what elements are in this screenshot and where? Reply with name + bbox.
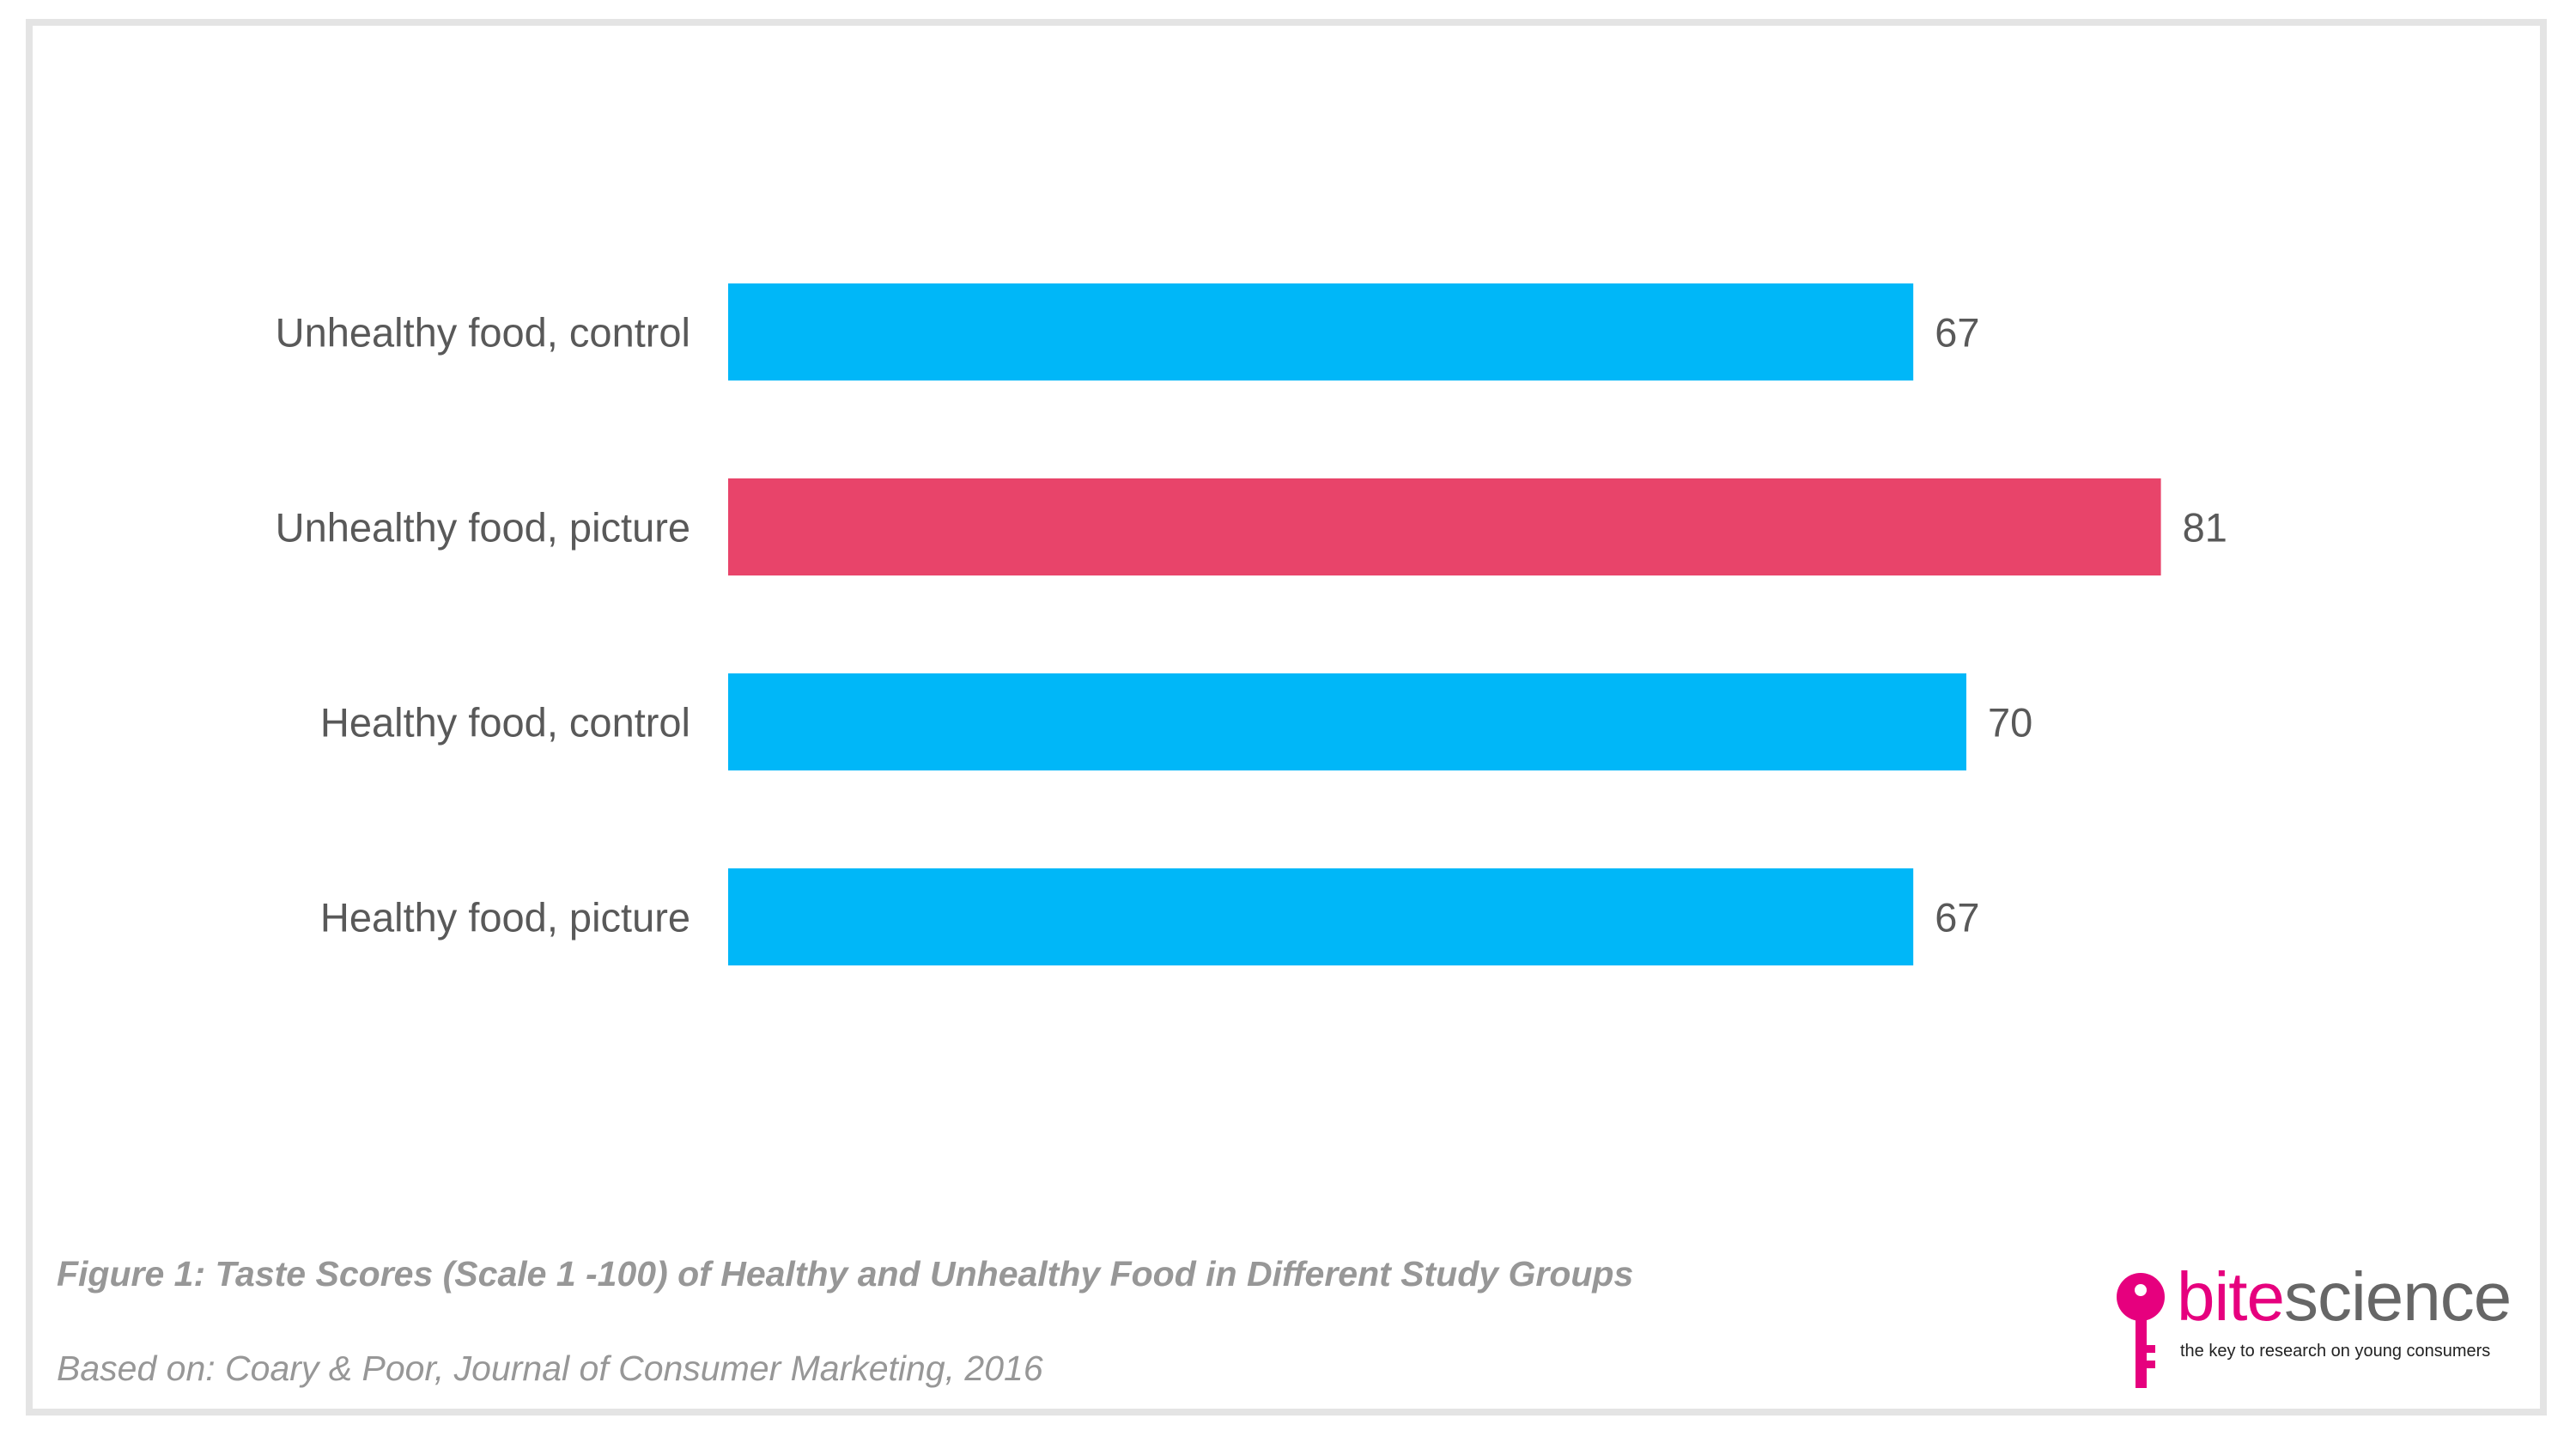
key-icon — [2117, 1273, 2165, 1388]
bar-3 — [728, 673, 1966, 770]
logo-word-bite: bite — [2177, 1258, 2285, 1335]
category-label-2: Unhealthy food, picture — [276, 505, 690, 551]
bar-chart: Unhealthy food, control 67 Unhealthy food,… — [276, 283, 2227, 965]
logo-word-science: science — [2283, 1258, 2512, 1335]
value-label-1: 67 — [1935, 310, 1979, 356]
figure-caption: Figure 1: Taste Scores (Scale 1 -100) of… — [57, 1254, 1634, 1294]
bar-4 — [728, 868, 1914, 965]
value-label-4: 67 — [1935, 895, 1979, 941]
bitescience-logo: bitescience the key to research on young… — [2112, 1263, 2524, 1391]
category-label-1: Unhealthy food, control — [276, 310, 690, 356]
value-label-3: 70 — [1988, 700, 2032, 746]
logo-wordmark: bitescience — [2177, 1263, 2512, 1331]
source-note: Based on: Coary & Poor, Journal of Consu… — [57, 1349, 1043, 1388]
value-label-2: 81 — [2183, 505, 2227, 551]
bar-1 — [728, 283, 1914, 381]
category-label-3: Healthy food, control — [320, 700, 690, 746]
logo-tagline: the key to research on young consumers — [2180, 1342, 2491, 1361]
bar-2 — [728, 478, 2161, 575]
category-label-4: Healthy food, picture — [320, 895, 690, 941]
